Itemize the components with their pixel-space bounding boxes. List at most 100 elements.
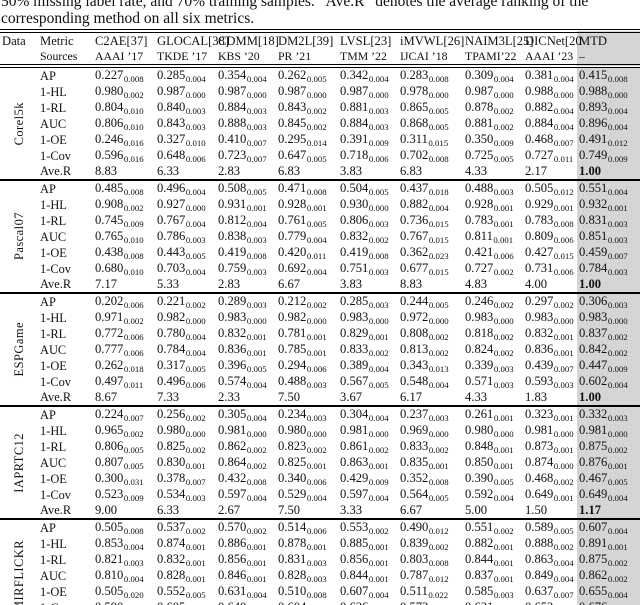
value-cell: 0.3050.004 xyxy=(216,405,276,423)
value-cell: 0.5850.003 xyxy=(463,584,523,600)
value-cell: 6.33 xyxy=(157,503,180,517)
std-value: 0.001 xyxy=(607,542,628,552)
mean-value: 0.311 xyxy=(400,132,428,146)
std-value: 0.009 xyxy=(123,219,144,229)
value-cell: 0.6370.007 xyxy=(523,584,577,600)
value-cell: 0.4470.009 xyxy=(577,358,640,374)
mean-value: 0.593 xyxy=(525,374,554,388)
mean-value: 0.845 xyxy=(278,116,307,130)
mean-value: 0.878 xyxy=(465,100,494,114)
value-cell: 2.33 xyxy=(218,390,241,404)
std-value: 0.001 xyxy=(306,348,327,358)
value-cell: 0.4880.003 xyxy=(276,374,338,390)
mean-value: 0.511 xyxy=(400,584,428,598)
value-cell: 0.4900.012 xyxy=(398,518,463,536)
value-cell: 0.9870.000 xyxy=(463,84,523,100)
std-value: 0.001 xyxy=(493,413,514,423)
value-cell: 0.6050.003 xyxy=(155,600,216,605)
metric-label: 1-HL xyxy=(40,84,67,99)
method-name: GLOCAL[38] xyxy=(157,34,230,48)
value-cell: 0.6490.004 xyxy=(577,487,640,503)
value-cell: 0.7270.011 xyxy=(523,148,577,164)
value-cell: 0.4960.006 xyxy=(155,374,216,390)
value-cell: 0.6480.006 xyxy=(155,148,216,164)
std-value: 0.005 xyxy=(123,445,144,455)
std-value: 0.000 xyxy=(306,429,327,439)
std-value: 0.000 xyxy=(493,316,514,326)
value-cell: 0.4190.008 xyxy=(216,245,276,261)
value-cell: 0.7670.015 xyxy=(398,229,463,245)
mean-value: 0.631 xyxy=(218,584,247,598)
value-cell: 1.50 xyxy=(525,503,548,517)
std-value: 0.016 xyxy=(123,154,144,164)
value-cell: 0.4880.003 xyxy=(463,179,523,197)
std-value: 0.005 xyxy=(607,477,628,487)
mean-value: 0.647 xyxy=(278,148,307,162)
value-cell: 7.17 xyxy=(95,277,118,291)
results-table: Data Metric Sources C2AE[37] AAAI ’17 GLOC… xyxy=(0,29,640,605)
mean-value: 0.508 xyxy=(218,181,247,195)
std-value: 0.001 xyxy=(368,558,389,568)
mean-value: 0.427 xyxy=(525,245,554,259)
mean-value: 0.471 xyxy=(278,181,307,195)
std-value: 0.006 xyxy=(123,348,144,358)
value-cell: 4.83 xyxy=(465,277,488,291)
std-value: 0.004 xyxy=(123,542,144,552)
std-value: 0.000 xyxy=(553,316,574,326)
std-value: 0.000 xyxy=(246,429,267,439)
std-value: 0.003 xyxy=(368,219,389,229)
mean-value: 0.988 xyxy=(525,84,554,98)
metric-label: 1-RL xyxy=(40,326,67,341)
value-cell: 0.4590.007 xyxy=(577,245,640,261)
std-value: 0.013 xyxy=(428,364,449,374)
value-cell: 0.4710.008 xyxy=(276,179,338,197)
std-value: 0.022 xyxy=(428,590,449,600)
std-value: 0.015 xyxy=(428,219,449,229)
std-value: 0.004 xyxy=(428,203,449,213)
std-value: 0.003 xyxy=(493,364,514,374)
mean-value: 0.838 xyxy=(218,229,247,243)
std-value: 0.020 xyxy=(123,590,144,600)
value-cell: 0.8860.001 xyxy=(216,536,276,552)
value-cell: 0.3810.004 xyxy=(523,66,577,84)
mean-value: 0.829 xyxy=(340,326,369,340)
std-value: 0.004 xyxy=(368,413,389,423)
std-value: 0.003 xyxy=(368,300,389,310)
mean-value: 0.784 xyxy=(579,261,608,275)
mean-value: 0.514 xyxy=(278,520,307,534)
value-cell: 0.9810.000 xyxy=(338,423,398,439)
std-value: 0.002 xyxy=(493,332,514,342)
value-cell: 0.5100.008 xyxy=(276,584,338,600)
metric-label: 1-HL xyxy=(40,197,67,212)
column-header-DM2L39: DM2L[39] PR ’21 xyxy=(276,31,338,68)
value-cell: 0.7840.004 xyxy=(155,342,216,358)
std-value: 0.003 xyxy=(368,267,389,277)
std-value: 0.006 xyxy=(553,267,574,277)
std-value: 0.002 xyxy=(607,332,628,342)
std-value: 0.004 xyxy=(246,493,267,503)
std-value: 0.002 xyxy=(123,90,144,100)
mean-value: 0.772 xyxy=(95,326,124,340)
mean-value: 0.652 xyxy=(525,600,553,605)
std-value: 0.015 xyxy=(553,251,574,261)
std-value: 0.018 xyxy=(428,187,449,197)
value-cell: 0.6070.004 xyxy=(577,518,640,536)
std-value: 0.006 xyxy=(123,300,144,310)
mean-value: 0.597 xyxy=(218,487,247,501)
value-cell: 6.83 xyxy=(400,164,423,178)
std-value: 0.001 xyxy=(368,542,389,552)
table-row: Corel5k AP 0.2270.008 0.2850.004 0.3540.004 0… xyxy=(0,66,640,145)
value-cell: 0.8060.003 xyxy=(338,213,398,229)
value-cell: 0.8250.002 xyxy=(155,439,216,455)
value-cell: 0.4960.004 xyxy=(155,179,216,197)
method-venue: PR ’21 xyxy=(278,49,312,63)
std-value: 0.003 xyxy=(246,106,267,116)
value-cell: 0.2830.008 xyxy=(398,66,463,84)
metric-label: Ave.R xyxy=(40,164,72,178)
value-cell: 0.8880.003 xyxy=(216,116,276,132)
mean-value: 0.551 xyxy=(579,181,608,195)
std-value: 0.002 xyxy=(123,203,144,213)
value-cell: 0.8370.001 xyxy=(463,568,523,584)
mean-value: 0.300 xyxy=(95,471,124,485)
metric-label: AP xyxy=(38,292,93,310)
